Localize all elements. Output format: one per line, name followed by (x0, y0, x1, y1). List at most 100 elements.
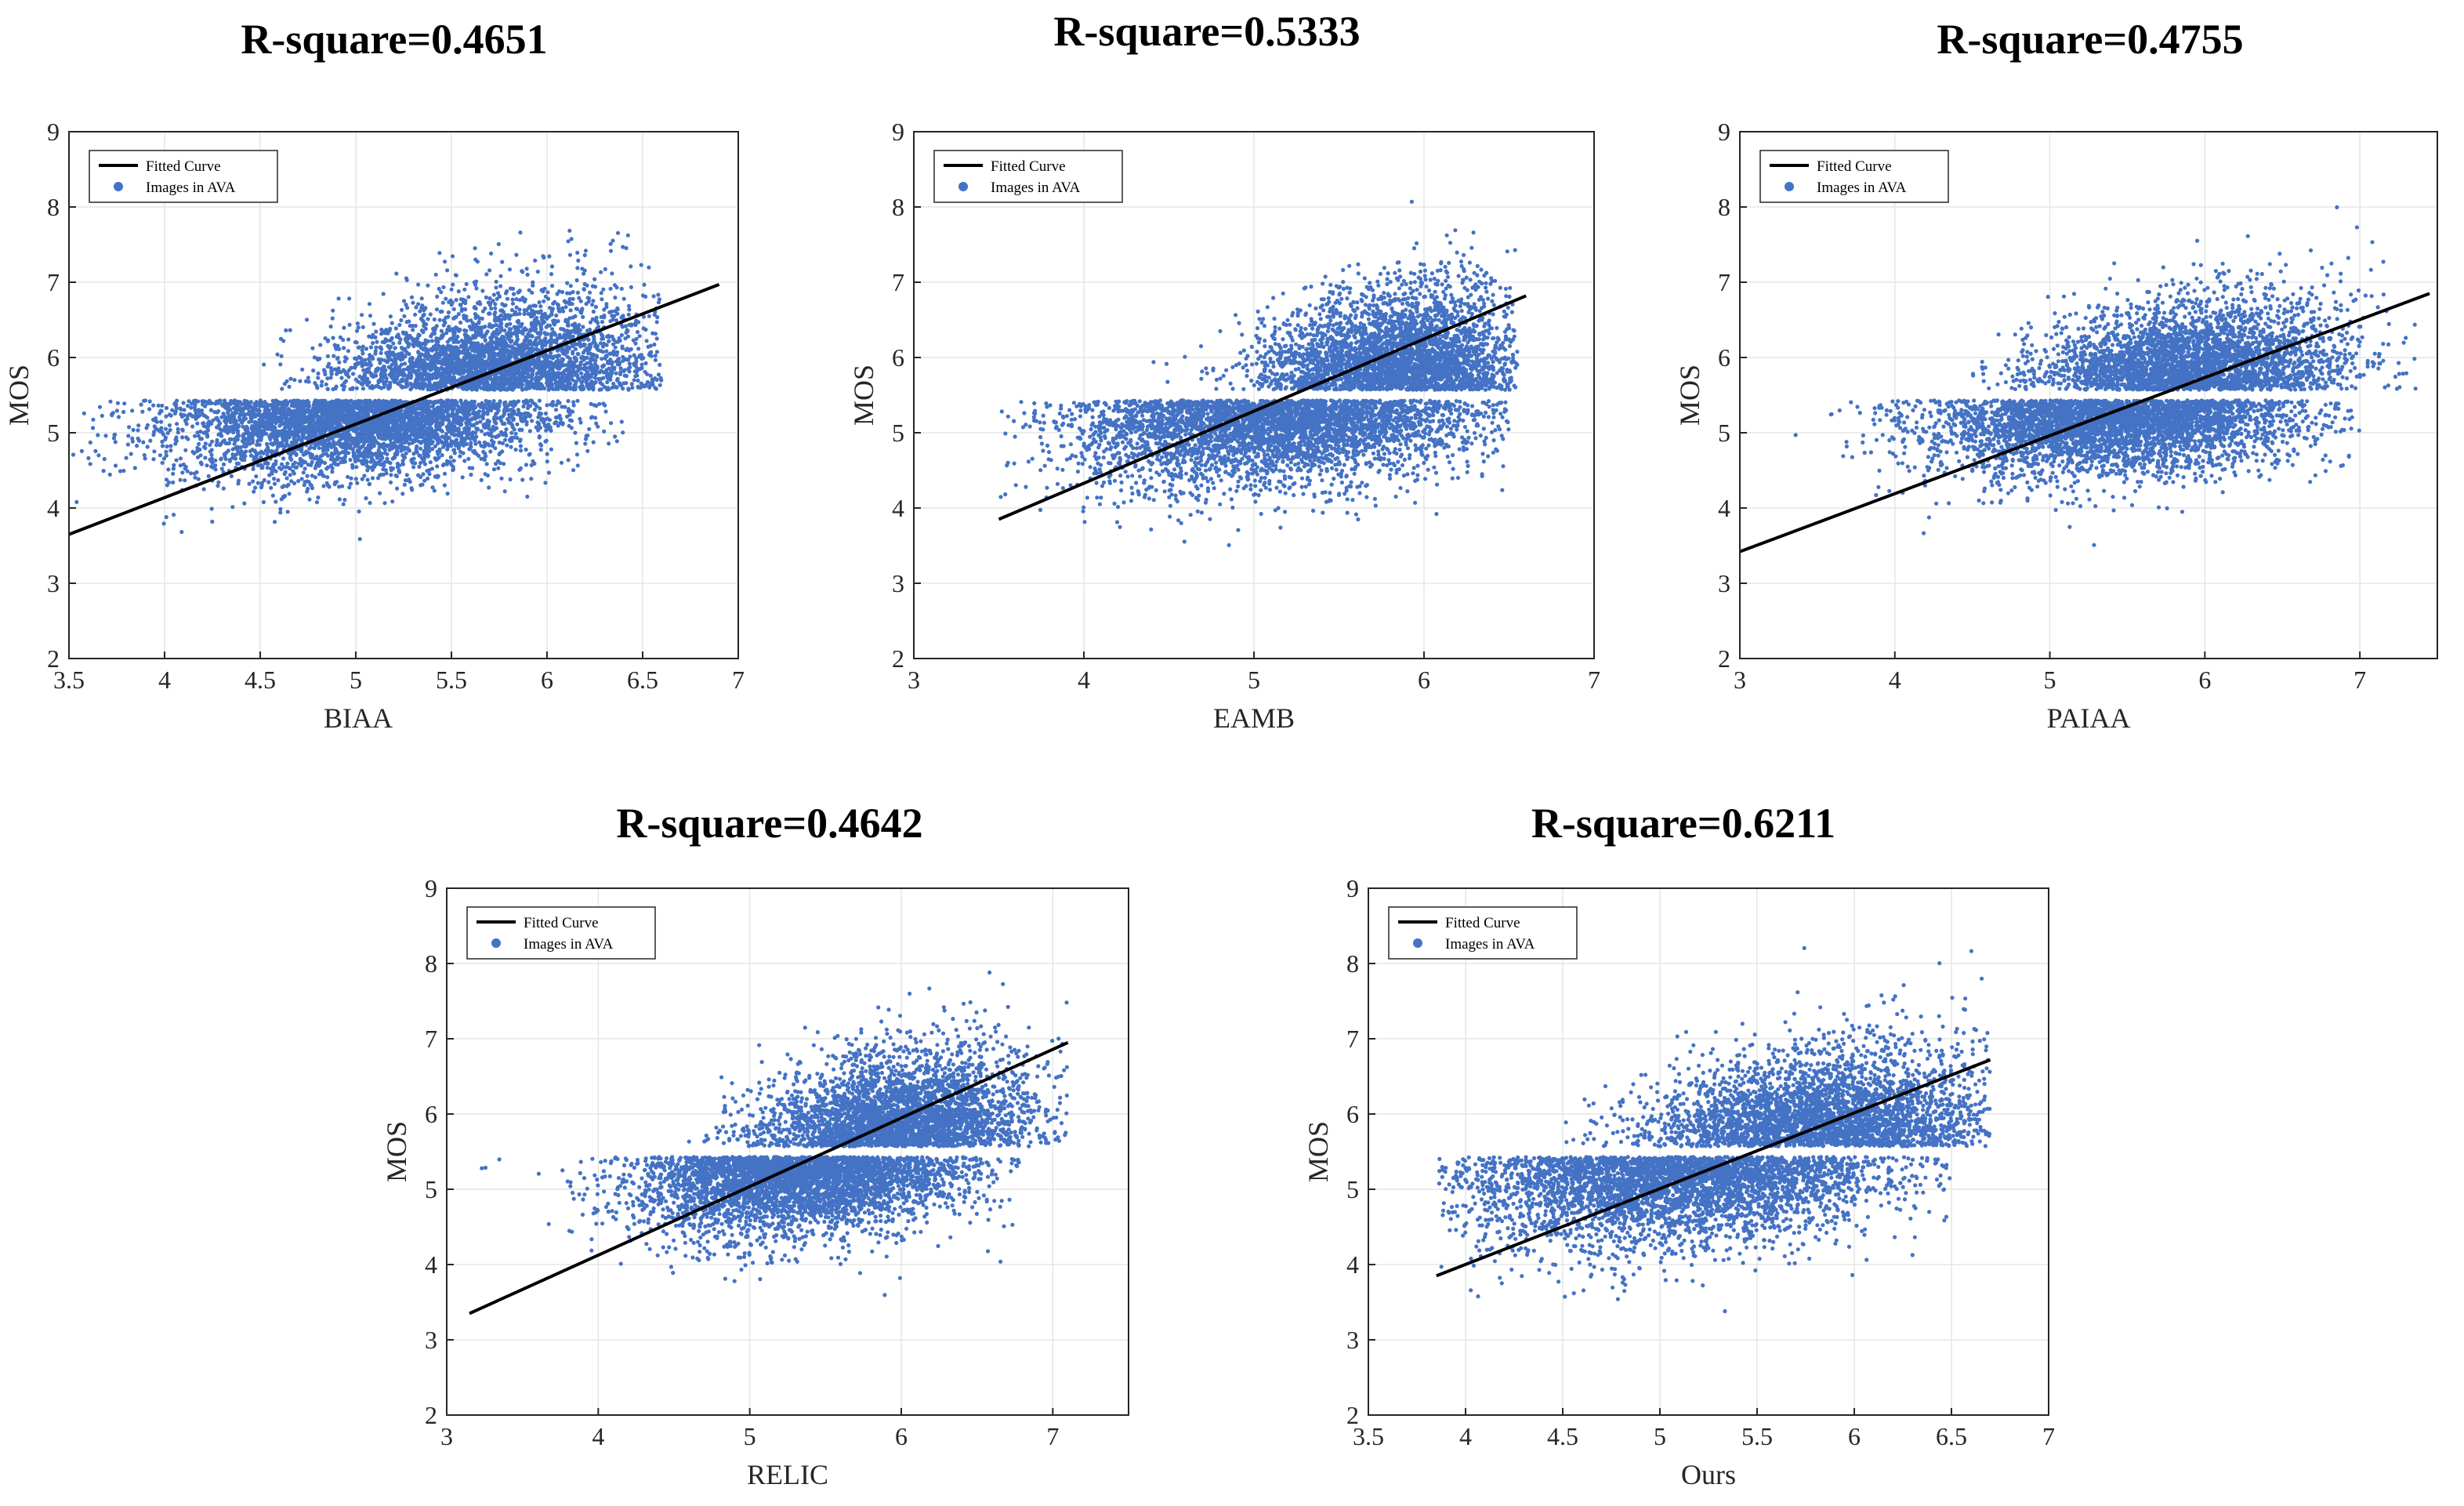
data-point (630, 382, 634, 386)
data-point (530, 309, 534, 313)
data-point (591, 387, 595, 391)
data-point (114, 440, 118, 444)
data-point (374, 346, 378, 350)
data-point (311, 368, 315, 372)
data-point (505, 323, 509, 327)
data-point (368, 353, 371, 357)
data-point (393, 357, 397, 361)
data-point (479, 329, 483, 333)
data-point (568, 253, 572, 257)
data-point (559, 383, 563, 386)
data-point (434, 370, 438, 374)
data-point (310, 347, 314, 350)
data-point (377, 380, 381, 384)
data-point (564, 387, 568, 391)
data-point (629, 347, 633, 351)
data-point (490, 343, 494, 347)
data-point (547, 254, 551, 258)
data-point (273, 482, 277, 486)
data-point (521, 378, 525, 382)
data-point (592, 278, 596, 281)
data-point (116, 401, 120, 405)
data-point (618, 372, 622, 376)
data-point (355, 340, 359, 344)
data-point (262, 362, 266, 366)
data-point (186, 404, 190, 408)
data-point (335, 368, 339, 372)
data-point (420, 328, 424, 332)
data-point (389, 367, 393, 371)
data-point (383, 331, 387, 335)
data-point (610, 271, 614, 275)
data-point (628, 361, 632, 365)
data-point (554, 420, 558, 424)
data-point (600, 297, 603, 301)
data-point (423, 354, 427, 358)
data-point (346, 349, 350, 353)
data-point (499, 325, 503, 329)
data-point (515, 326, 519, 330)
data-point (168, 448, 172, 452)
data-point (337, 361, 341, 365)
data-point (496, 466, 500, 470)
data-point (574, 347, 578, 351)
data-point (103, 457, 107, 461)
data-point (621, 355, 625, 359)
data-point (175, 458, 179, 462)
data-point (324, 466, 328, 470)
data-point (629, 285, 633, 289)
data-point (471, 345, 475, 349)
data-point (530, 368, 534, 372)
data-point (379, 347, 383, 351)
data-point (447, 325, 451, 328)
data-point (302, 470, 306, 474)
data-point (528, 339, 532, 343)
data-point (574, 307, 578, 310)
data-point (583, 253, 587, 257)
data-point (143, 453, 147, 457)
data-point (368, 302, 371, 306)
data-point (450, 303, 454, 307)
data-point (339, 336, 342, 339)
data-point (615, 350, 619, 354)
data-point (448, 362, 452, 366)
data-point (459, 344, 463, 348)
data-point (589, 345, 592, 349)
data-point (466, 457, 470, 461)
data-point (659, 379, 663, 383)
data-point (458, 328, 462, 332)
data-point (571, 290, 574, 294)
data-point (543, 332, 547, 336)
data-point (534, 364, 538, 368)
data-point (520, 388, 524, 392)
data-point (634, 370, 638, 374)
data-point (643, 370, 647, 374)
data-point (384, 351, 388, 355)
data-point (464, 362, 468, 366)
data-point (349, 481, 353, 485)
data-point (437, 287, 441, 291)
data-point (578, 310, 582, 314)
data-point (632, 354, 636, 357)
data-point (656, 292, 660, 296)
data-point (442, 323, 446, 327)
data-point (431, 356, 435, 360)
data-point (534, 336, 538, 340)
data-point (625, 374, 629, 378)
data-point (526, 380, 530, 384)
data-point (571, 323, 574, 327)
data-point (525, 350, 529, 354)
data-point (492, 467, 496, 471)
data-point (159, 420, 163, 424)
data-point (414, 380, 418, 384)
data-point (429, 312, 433, 316)
data-point (655, 350, 659, 354)
data-point (414, 324, 418, 328)
data-point (556, 303, 560, 307)
data-point (408, 342, 411, 346)
data-point (320, 379, 324, 383)
data-point (185, 422, 189, 426)
data-point (136, 428, 140, 432)
data-point (458, 321, 462, 325)
